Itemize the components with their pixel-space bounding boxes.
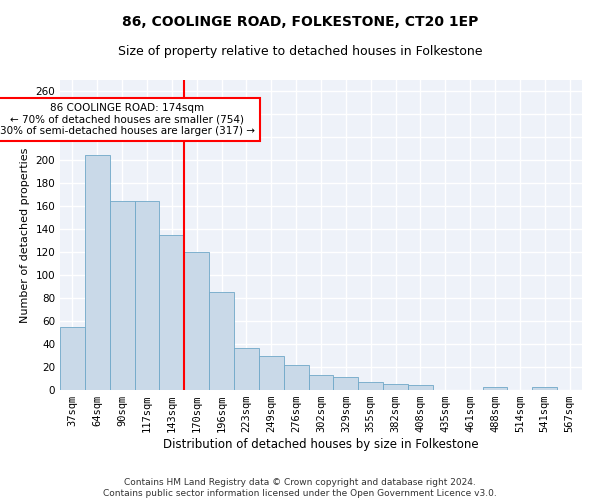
- Bar: [532, 386, 557, 390]
- Bar: [85, 154, 110, 390]
- Bar: [334, 378, 358, 390]
- Bar: [209, 292, 234, 390]
- Text: Contains HM Land Registry data © Crown copyright and database right 2024.
Contai: Contains HM Land Registry data © Crown c…: [103, 478, 497, 498]
- Bar: [482, 386, 508, 390]
- Bar: [160, 235, 184, 390]
- Text: Size of property relative to detached houses in Folkestone: Size of property relative to detached ho…: [118, 45, 482, 58]
- Bar: [408, 386, 433, 390]
- Bar: [284, 364, 308, 390]
- Bar: [259, 356, 284, 390]
- Bar: [134, 200, 160, 390]
- Text: 86 COOLINGE ROAD: 174sqm
← 70% of detached houses are smaller (754)
30% of semi-: 86 COOLINGE ROAD: 174sqm ← 70% of detach…: [0, 103, 254, 136]
- Bar: [308, 375, 334, 390]
- Bar: [110, 200, 134, 390]
- Text: 86, COOLINGE ROAD, FOLKESTONE, CT20 1EP: 86, COOLINGE ROAD, FOLKESTONE, CT20 1EP: [122, 15, 478, 29]
- Bar: [234, 348, 259, 390]
- Y-axis label: Number of detached properties: Number of detached properties: [20, 148, 30, 322]
- Bar: [184, 252, 209, 390]
- Bar: [60, 327, 85, 390]
- Bar: [383, 384, 408, 390]
- X-axis label: Distribution of detached houses by size in Folkestone: Distribution of detached houses by size …: [163, 438, 479, 451]
- Bar: [358, 382, 383, 390]
